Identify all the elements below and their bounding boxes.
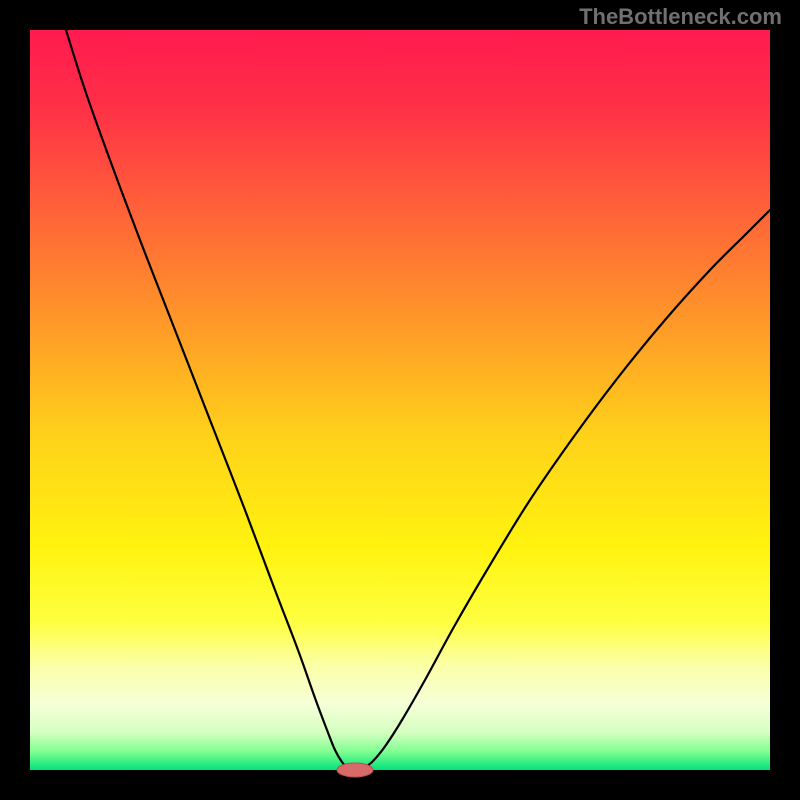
watermark-text: TheBottleneck.com	[579, 4, 782, 30]
plot-background	[30, 30, 770, 770]
chart-svg	[0, 0, 800, 800]
chart-container: { "watermark": { "text": "TheBottleneck.…	[0, 0, 800, 800]
optimal-marker	[337, 763, 373, 777]
